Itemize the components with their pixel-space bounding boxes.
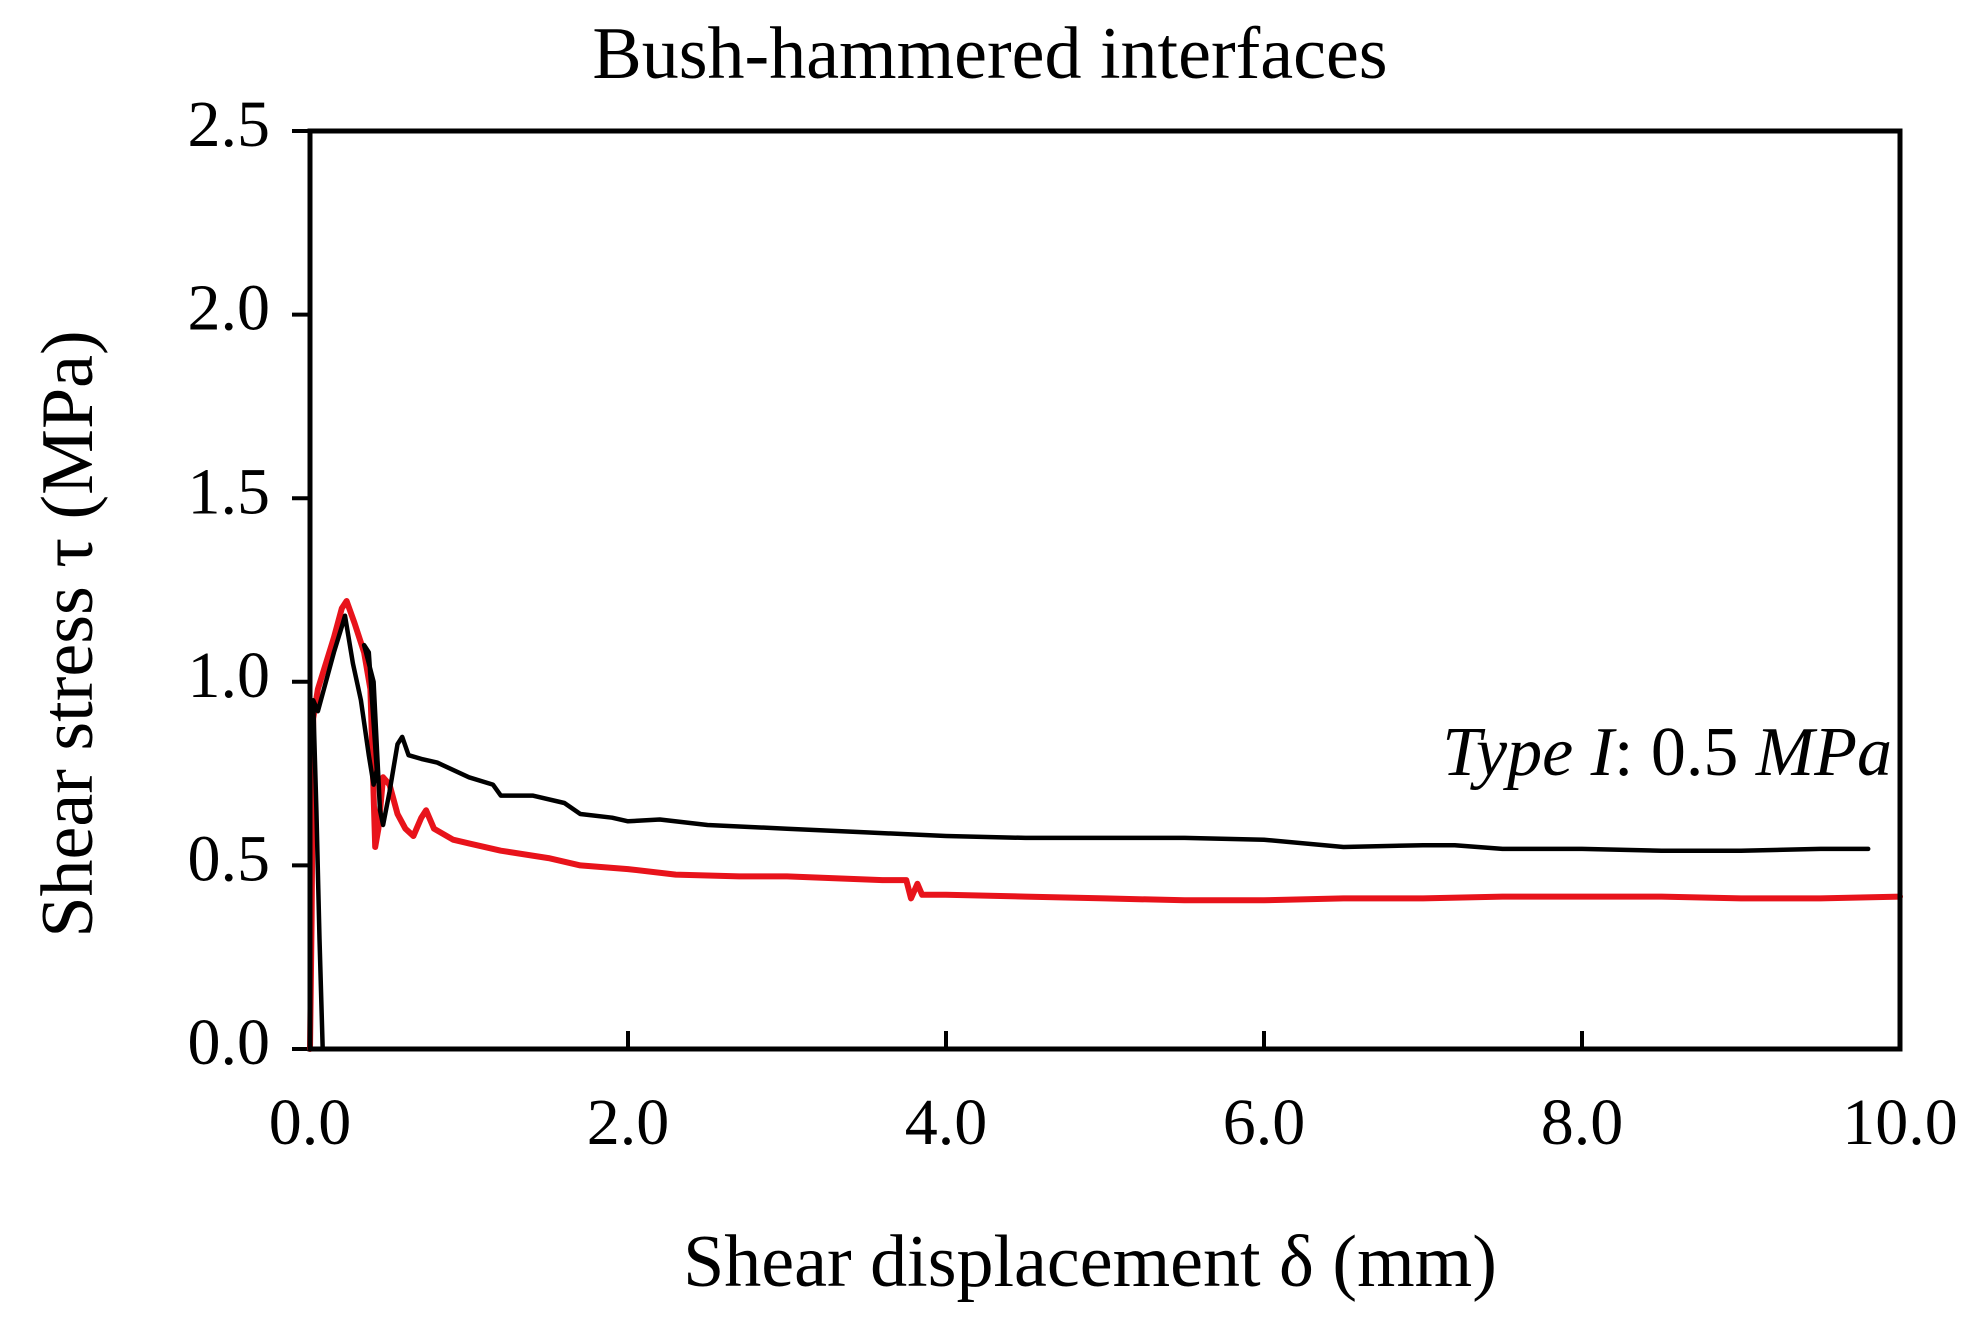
y-tick-label: 2.5 (188, 88, 271, 161)
series-line-specimen-red (307, 598, 1903, 1052)
y-axis-label: Shear stress τ (MPa) (27, 330, 109, 937)
annotation-separator: : (1614, 714, 1651, 791)
annotation-prefix: Type I (1442, 714, 1617, 791)
type-annotation: Type I: 0.5 MPa (1442, 714, 1892, 791)
y-tick-label: 2.0 (188, 272, 271, 345)
x-axis-label: Shear displacement δ (mm) (683, 1221, 1497, 1303)
x-tick-label: 8.0 (1541, 1086, 1624, 1159)
x-axis-ticks: 0.0 2.0 4.0 6.0 8.0 10.0 (269, 1031, 1958, 1159)
x-tick-label: 6.0 (1223, 1086, 1306, 1159)
chart-title: Bush-hammered interfaces (592, 13, 1387, 95)
annotation-space (1738, 714, 1756, 791)
x-tick-label: 2.0 (587, 1086, 670, 1159)
series-line-specimen-black (310, 613, 1871, 1052)
y-axis-ticks: 0.0 0.5 1.0 1.5 2.0 2.5 (188, 88, 310, 1079)
y-tick-label: 0.0 (188, 1006, 271, 1079)
x-tick-label: 4.0 (905, 1086, 988, 1159)
annotation-unit: MPa (1755, 714, 1892, 791)
plot-frame (307, 128, 1903, 1052)
x-tick-label: 0.0 (269, 1086, 352, 1159)
y-tick-label: 1.0 (188, 639, 271, 712)
y-tick-label: 0.5 (188, 823, 271, 896)
x-tick-label: 10.0 (1842, 1086, 1958, 1159)
y-tick-label: 1.5 (188, 455, 271, 528)
annotation-value: 0.5 (1651, 714, 1739, 791)
data-series-layer (307, 598, 1903, 1052)
